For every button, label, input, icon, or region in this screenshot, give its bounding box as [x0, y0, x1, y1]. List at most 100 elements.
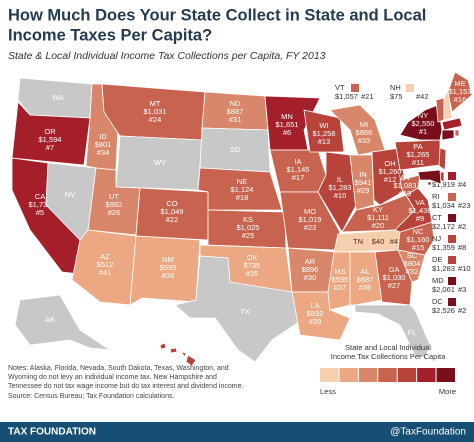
state-rank: #23: [304, 223, 317, 232]
state-abbr: LA: [310, 301, 319, 310]
state-shape: [264, 95, 321, 151]
state-rank: #29: [357, 186, 370, 195]
state-rank: #34: [97, 148, 110, 157]
state-abbr: CA: [35, 192, 45, 201]
state-value: $1,260: [379, 167, 402, 176]
state-abbr: MO: [304, 207, 316, 216]
state-abbr: MN: [281, 112, 293, 121]
state-shape: [427, 181, 432, 186]
state-rank: #31: [229, 115, 242, 124]
state-shape: [349, 251, 383, 306]
state-rank: #8: [458, 243, 466, 252]
state-rank: #32: [406, 267, 419, 276]
state-value: $1,359: [432, 243, 455, 252]
state-shape: [443, 88, 453, 121]
state-value: $941: [355, 178, 372, 187]
state-rank: #10: [334, 191, 347, 200]
footer-bar: [0, 422, 474, 442]
state-value: $1,919: [432, 180, 455, 189]
state-abbr: ME: [454, 79, 465, 88]
state-rank: #38: [162, 271, 175, 280]
state-abbr: OH: [384, 159, 395, 168]
state-abbr: VT: [335, 83, 345, 92]
state-rank: #14: [134, 348, 147, 357]
state-abbr: OK: [247, 253, 258, 262]
legend-swatch: [358, 368, 378, 382]
state-rank: #19: [399, 189, 412, 198]
state-rank: #16: [454, 95, 467, 104]
legend-title: Income Tax Collections Per Capita: [331, 352, 446, 361]
state-value: $1,049: [161, 207, 184, 216]
state-shape: [454, 129, 460, 137]
state-abbr: IL: [337, 175, 343, 184]
state-rank: #15: [412, 243, 425, 252]
legend-swatch: [320, 368, 339, 382]
state-swatch: [448, 193, 456, 201]
state-rank: #37: [334, 283, 347, 292]
state-value: $2,172: [432, 222, 455, 231]
legend-swatch: [397, 368, 417, 382]
legend-swatch: [417, 368, 436, 382]
state-rank: #27: [388, 281, 401, 290]
state-rank: #4: [458, 180, 466, 189]
state-rank: #10: [458, 264, 471, 273]
state-value: $2,526: [432, 306, 455, 315]
state-abbr: SC: [407, 251, 418, 260]
state-value: $1,030: [383, 273, 406, 282]
state-abbr: IA: [294, 157, 301, 166]
state-abbr: FL: [408, 328, 417, 337]
state-abbr: WV: [399, 173, 411, 182]
state-rank: #22: [166, 215, 179, 224]
state-abbr: KS: [243, 215, 253, 224]
state-shape: [438, 147, 447, 171]
state-abbr: UT: [109, 192, 119, 201]
us-map: WAOR$1,594#7CA$1,739#5NVID$801#34MT$1,03…: [11, 71, 473, 367]
note-line: Wyoming do not levy an individual income…: [8, 374, 217, 381]
state-abbr: WA: [52, 93, 64, 102]
state-value: $866: [356, 128, 373, 137]
state-abbr: PA: [413, 142, 422, 151]
legend-more: More: [439, 387, 456, 396]
state-value: $595: [160, 263, 177, 272]
state-abbr: CO: [166, 199, 177, 208]
state-swatch: [448, 256, 456, 264]
state-shape: [129, 235, 201, 306]
state-shape: [14, 294, 111, 351]
state-abbr: OR: [44, 127, 56, 136]
state-rank: #21: [361, 92, 374, 101]
state-value: $1,265: [407, 150, 430, 159]
state-value: $801: [95, 140, 112, 149]
state-shape: [349, 154, 375, 211]
state-rank: #11: [412, 158, 424, 167]
legend-less: Less: [320, 387, 336, 396]
state-rank: #25: [242, 231, 255, 240]
state-value: $1,111: [367, 213, 389, 222]
state-rank: #6: [283, 128, 291, 137]
state-rank: #13: [318, 137, 331, 146]
state-rank: #41: [99, 268, 112, 277]
state-value: $75: [390, 92, 403, 101]
state-abbr: WI: [319, 121, 328, 130]
state-abbr: AL: [360, 267, 369, 276]
state-swatch: [448, 298, 456, 306]
footer-brand: TAX FOUNDATION: [8, 427, 96, 438]
state-shape: [11, 101, 91, 166]
state-rank: #24: [149, 115, 162, 124]
state-abbr: NV: [65, 190, 75, 199]
state-rank: #18: [236, 193, 249, 202]
legend-swatch: [339, 368, 358, 382]
state-abbr: DE: [432, 255, 442, 264]
state-swatch: [448, 172, 456, 180]
state-value: $595: [332, 275, 349, 284]
state-shape: [180, 351, 187, 358]
state-rank: #36: [359, 283, 372, 292]
state-value: $887: [227, 107, 244, 116]
state-abbr: MI: [360, 120, 368, 129]
state-shape: [303, 109, 345, 153]
state-shape: [441, 129, 455, 141]
legend-swatch: [378, 368, 397, 382]
state-value: $804: [404, 259, 421, 268]
state-value: $735: [244, 261, 261, 270]
state-rank: #23: [458, 201, 471, 210]
